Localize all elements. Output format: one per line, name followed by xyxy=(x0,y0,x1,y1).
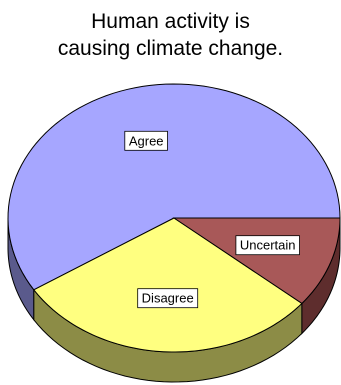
pie-label-box-disagree xyxy=(137,288,199,309)
chart-title: Human activity is causing climate change… xyxy=(0,8,341,62)
pie-label-text-disagree: Disagree xyxy=(142,291,194,306)
pie-label-text-uncertain: Uncertain xyxy=(240,238,296,253)
chart-title-line-1: Human activity is xyxy=(91,10,250,33)
pie-labels: Agree Disagree Uncertain xyxy=(124,130,300,309)
pie-label-box-uncertain xyxy=(235,235,300,256)
pie-slice-disagree xyxy=(33,217,303,353)
pie-slice-agree xyxy=(7,83,341,291)
chart-title-line-2: causing climate change. xyxy=(57,37,284,60)
pie-label-text-agree: Agree xyxy=(129,133,164,148)
pie-label-agree: Agree xyxy=(124,130,168,151)
pie-label-uncertain: Uncertain xyxy=(235,235,300,256)
pie-label-box-agree xyxy=(124,130,168,151)
pie-label-disagree: Disagree xyxy=(137,288,199,309)
pie-slices xyxy=(7,83,341,353)
